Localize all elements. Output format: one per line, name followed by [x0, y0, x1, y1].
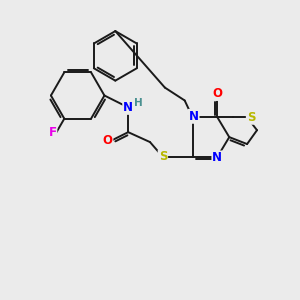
Text: N: N — [189, 110, 199, 123]
Text: N: N — [212, 152, 222, 164]
Text: O: O — [212, 87, 222, 100]
Text: F: F — [48, 126, 56, 139]
Text: N: N — [123, 101, 133, 114]
Text: S: S — [159, 150, 167, 164]
Text: O: O — [102, 134, 112, 147]
Text: S: S — [247, 111, 255, 124]
Text: H: H — [134, 98, 142, 108]
